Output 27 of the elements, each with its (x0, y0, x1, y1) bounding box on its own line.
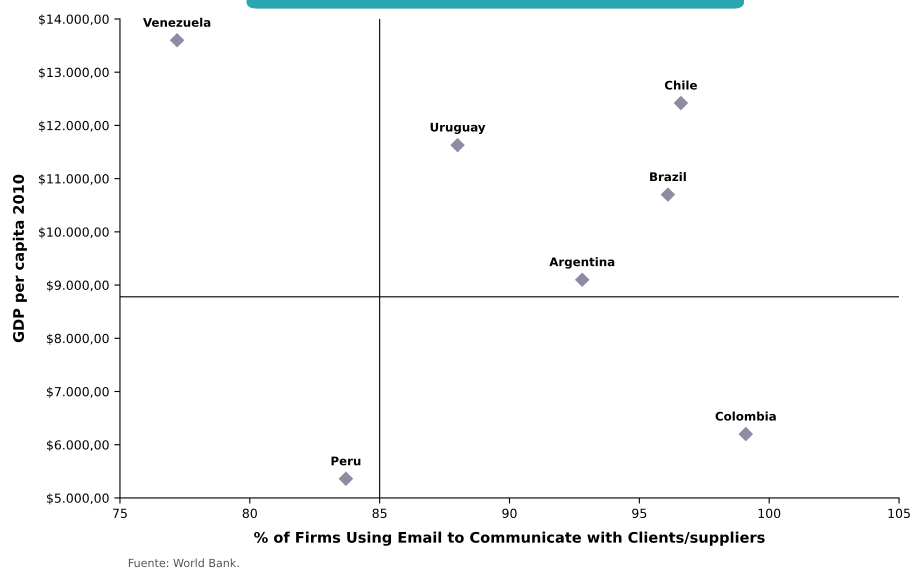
annotation: Uruguay (430, 122, 486, 134)
annotation: Colombia (716, 412, 776, 421)
x-tick-label: 90 (502, 508, 517, 518)
x-tick-label: 75 (113, 508, 127, 518)
y-tick-label: $13.000,00 (39, 67, 109, 79)
annotation: Peru (332, 456, 360, 466)
y-tick-label: $8.000,00 (46, 334, 109, 345)
x-tick-label: 105 (888, 508, 910, 518)
y-tick-label: $12.000,00 (39, 120, 109, 132)
y-tick-label: $9.000,00 (46, 280, 109, 292)
y-tick-label: $5.000,00 (46, 493, 109, 505)
y-tick-label: $7.000,00 (46, 386, 109, 398)
annotation: Argentina (549, 257, 614, 269)
annotation: Chile (664, 80, 697, 90)
x-tick-label: 80 (242, 508, 257, 518)
x-tick-label: 100 (758, 508, 780, 518)
x-tick-label: 95 (632, 508, 646, 518)
y-tick-label: $11.000,00 (39, 174, 109, 186)
y-tick-label: $10.000,00 (39, 227, 109, 238)
source-note: Fuente: World Bank. (128, 558, 239, 568)
annotation: Venezuela (143, 18, 210, 27)
x-tick-label: 85 (372, 508, 387, 518)
y-axis-title: GDP per capita 2010 (12, 174, 27, 342)
y-tick-label: $14.000,00 (39, 14, 109, 26)
annotation: Brazil (650, 172, 686, 182)
x-axis-title: % of Firms Using Email to Communicate with Clients/suppliers (254, 532, 765, 546)
y-tick-label: $6.000,00 (46, 440, 109, 452)
